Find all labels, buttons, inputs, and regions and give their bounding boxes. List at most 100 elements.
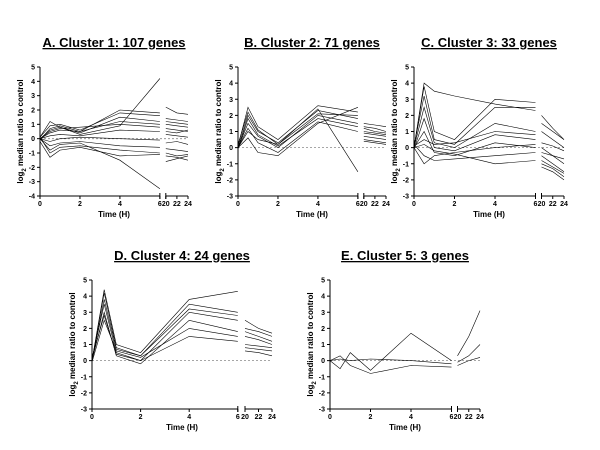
series-line [39,129,160,139]
x-tick-label: 2 [369,414,373,421]
y-tick-label: 1 [83,342,87,349]
series-line [413,144,536,165]
y-tick-label: -2 [81,390,87,397]
series-line [165,148,189,152]
series-line [39,78,161,138]
series-line [413,131,536,147]
series-line [237,107,359,157]
series-line [91,314,238,361]
series-line [237,117,358,150]
y-tick-label: 2 [405,113,409,120]
y-tick-label: 5 [83,278,87,285]
series-line [413,144,536,161]
series-line [363,128,387,134]
x-tick-label: 24 [382,201,390,208]
x-tick-label: 2 [78,201,82,208]
y-tick-label: 3 [405,97,409,104]
series-line [457,344,481,363]
y-axis-label: log2 median ratio to control [68,292,80,396]
series-line [541,142,565,152]
x-tick-label: 20 [360,201,368,208]
x-tick-label: 24 [184,201,192,208]
series-line [244,344,273,348]
x-tick-label: 22 [371,201,379,208]
series-line [165,155,189,162]
y-tick-label: -3 [403,194,409,201]
y-tick-label: -1 [81,374,87,381]
series-line [413,82,536,148]
series-line [91,299,238,361]
x-tick-label: 4 [118,201,122,208]
chart-title: A. Cluster 1: 107 genes [42,35,185,50]
y-tick-label: 5 [321,278,325,285]
x-tick-label: 4 [187,414,191,421]
series-line [457,310,481,356]
y-axis-label: log2 median ratio to control [306,292,318,396]
x-tick-label: 24 [560,201,568,208]
series-line [363,140,387,145]
y-tick-label: 4 [405,81,409,88]
series-line [91,289,238,361]
series-line [541,160,565,174]
series-line [244,347,273,352]
y-tick-label: 0 [83,358,87,365]
y-tick-label: -3 [81,407,87,414]
x-tick-label: 6 [450,414,454,421]
series-line [541,115,565,140]
x-tick-label: 22 [465,414,473,421]
x-tick-label: 20 [538,201,546,208]
series-line [91,311,238,365]
series-line [39,109,160,141]
y-tick-label: 3 [83,310,87,317]
x-tick-label: 22 [255,414,263,421]
y-tick-label: 2 [229,113,233,120]
y-tick-label: 0 [229,145,233,152]
series-line [413,86,536,148]
series-line [329,332,452,371]
series-line [39,141,160,158]
x-tick-label: 6 [236,414,240,421]
series-line [363,123,387,127]
series-line [165,121,189,125]
series-line [165,134,189,138]
x-tick-label: 2 [139,414,143,421]
series-line [413,95,536,147]
x-tick-label: 24 [476,414,484,421]
series-line [165,118,189,122]
series-line [237,121,358,153]
series-line [413,144,536,165]
chart-title: C. Cluster 3: 33 genes [421,35,557,50]
y-tick-label: -1 [319,374,325,381]
x-tick-label: 6 [158,201,162,208]
x-axis-label: Time (H) [389,423,421,432]
series-line [39,138,161,190]
series-line [457,357,481,366]
series-line [244,336,273,345]
y-tick-label: 1 [405,129,409,136]
series-line [363,131,387,135]
x-tick-label: 0 [412,201,416,208]
x-tick-label: 0 [328,414,332,421]
series-line [244,350,273,357]
y-tick-label: -2 [319,390,325,397]
x-tick-label: 0 [90,414,94,421]
series-line [39,123,160,139]
series-line [39,137,160,154]
y-axis-label: log2 median ratio to control [16,79,28,183]
series-line [165,124,189,128]
y-tick-label: 0 [31,136,35,143]
series-line [237,111,358,145]
series-line [165,129,189,134]
series-line [244,328,273,337]
series-line [237,105,358,147]
x-tick-label: 6 [534,201,538,208]
y-tick-label: 3 [31,93,35,100]
series-line [39,136,160,142]
y-axis-label: log2 median ratio to control [214,79,226,183]
y-tick-label: -3 [227,194,233,201]
y-tick-label: -3 [29,179,35,186]
y-tick-label: -1 [29,151,35,158]
